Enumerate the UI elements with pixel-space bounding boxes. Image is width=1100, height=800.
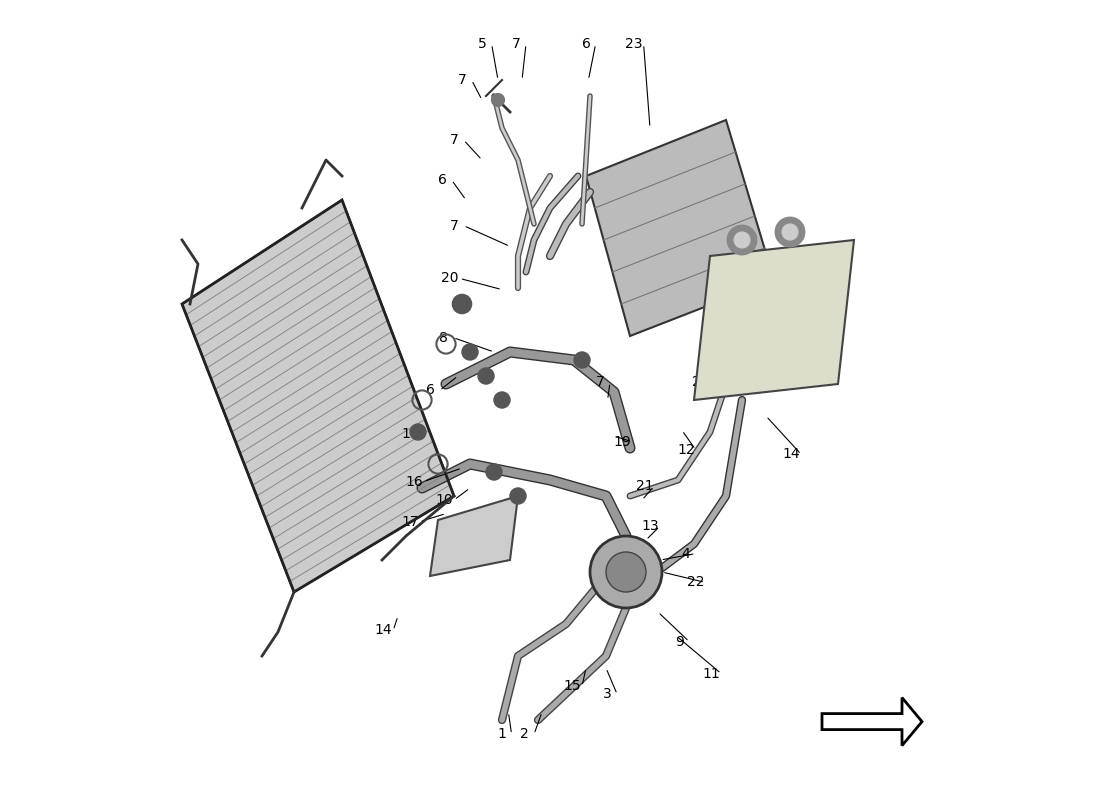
Polygon shape xyxy=(586,120,774,336)
Circle shape xyxy=(494,392,510,408)
Text: 11: 11 xyxy=(703,666,720,681)
Text: 7: 7 xyxy=(458,73,466,87)
Text: 14: 14 xyxy=(783,447,801,462)
Text: 20: 20 xyxy=(441,271,459,286)
Circle shape xyxy=(462,344,478,360)
Text: 17: 17 xyxy=(402,514,419,529)
Text: 12: 12 xyxy=(678,442,695,457)
Circle shape xyxy=(492,94,505,106)
Circle shape xyxy=(574,352,590,368)
Text: 6: 6 xyxy=(438,173,447,187)
Text: 5: 5 xyxy=(477,37,486,51)
Polygon shape xyxy=(694,240,854,400)
Text: 6: 6 xyxy=(426,383,434,398)
Circle shape xyxy=(782,224,797,240)
Text: 13: 13 xyxy=(641,519,659,534)
Text: 22: 22 xyxy=(686,575,704,590)
Text: 21: 21 xyxy=(636,479,653,494)
Circle shape xyxy=(727,226,757,254)
Text: 8: 8 xyxy=(439,330,448,345)
Polygon shape xyxy=(822,698,922,746)
Text: 2: 2 xyxy=(520,727,529,742)
Text: 18: 18 xyxy=(402,426,419,441)
Text: 23: 23 xyxy=(625,37,642,51)
Text: 7: 7 xyxy=(450,133,459,147)
Text: 9: 9 xyxy=(675,634,684,649)
Text: 6: 6 xyxy=(582,37,591,51)
Circle shape xyxy=(510,488,526,504)
Circle shape xyxy=(478,368,494,384)
Text: 7: 7 xyxy=(512,37,520,51)
Text: 10: 10 xyxy=(436,493,453,507)
Text: 16: 16 xyxy=(405,474,422,489)
Text: 7: 7 xyxy=(596,375,605,390)
Circle shape xyxy=(452,294,472,314)
Circle shape xyxy=(410,424,426,440)
Text: 1: 1 xyxy=(497,727,506,742)
Circle shape xyxy=(606,552,646,592)
Text: 14: 14 xyxy=(375,623,393,638)
Circle shape xyxy=(776,218,804,246)
Polygon shape xyxy=(182,200,454,592)
Circle shape xyxy=(590,536,662,608)
Text: 3: 3 xyxy=(603,687,612,702)
Text: 7: 7 xyxy=(450,218,459,233)
Circle shape xyxy=(734,232,750,248)
Polygon shape xyxy=(430,496,518,576)
Circle shape xyxy=(486,464,502,480)
Text: 20: 20 xyxy=(692,375,710,390)
Text: 4: 4 xyxy=(682,546,691,561)
Text: 19: 19 xyxy=(613,434,631,449)
Text: 15: 15 xyxy=(563,679,581,694)
